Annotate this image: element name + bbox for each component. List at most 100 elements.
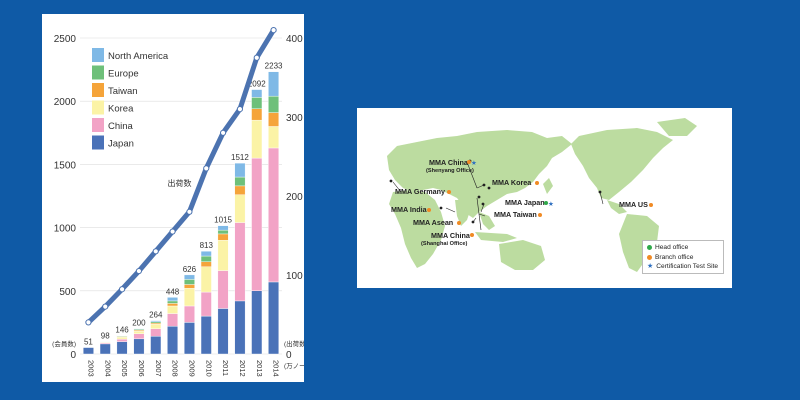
bar-segment-europe (268, 95, 280, 113)
bar-segment-china (150, 328, 162, 337)
x-tick-label: 2003 (86, 360, 95, 377)
bar-segment-china (167, 313, 179, 327)
bar-segment-japan (167, 325, 179, 355)
branch-dot-korea (535, 181, 539, 185)
bar-segment-north-america (167, 297, 179, 302)
legend-head-office: Head office (647, 243, 719, 253)
legend-label: North America (108, 51, 169, 62)
shipments-point (152, 248, 159, 255)
right-axis-unit: (万ノード) (284, 362, 304, 370)
bar-total-label: 2092 (248, 80, 266, 89)
branch-dot-germany (447, 190, 451, 194)
bar-segment-korea (251, 119, 263, 159)
bar-total-label: 626 (183, 265, 197, 274)
legend-swatch-japan (92, 135, 104, 150)
greenland-landmass (657, 118, 697, 136)
cert-star-shenyang: ★ (471, 160, 477, 167)
india-landmass (455, 200, 471, 226)
office-label-us: MMA US (619, 200, 648, 209)
branch-dot-asean (457, 221, 461, 225)
bar-segment-north-america (183, 274, 195, 280)
head-dot-japan (544, 201, 548, 205)
right-axis-label: (出荷数) (284, 339, 304, 348)
bar-segment-north-america (217, 225, 229, 231)
bar-segment-china (133, 333, 145, 340)
branch-dot-us (649, 203, 653, 207)
right-tick-label: 200 (286, 192, 303, 203)
legend-label: Korea (108, 104, 134, 115)
legend-swatch-taiwan (92, 83, 104, 97)
shipments-point (135, 267, 143, 275)
bar-total-label: 1512 (231, 153, 249, 162)
bar-total-label: 264 (149, 311, 163, 320)
office-label-korea: MMA Korea (492, 178, 532, 187)
bar-segment-japan (133, 338, 145, 355)
right-tick-label: 100 (286, 271, 303, 282)
map-legend: Head office Branch office ★ Certificatio… (642, 240, 724, 274)
legend-label: Europe (108, 69, 139, 80)
legend-swatch-korea (92, 100, 104, 115)
legend-label: China (108, 121, 134, 132)
europe-asia-landmass (387, 130, 572, 218)
legend-swatch-china (92, 118, 104, 132)
bar-total-label: 1015 (214, 216, 232, 225)
membership-chart-panel: 0 500 1000 1500 2000 2500 0 100 200 300 400 (会員数) (出… (42, 14, 304, 382)
legend-branch-office: Branch office (647, 253, 719, 263)
left-tick-label: 1000 (54, 224, 77, 235)
office-sublabel-shanghai: (Shanghai Office) (421, 241, 467, 247)
legend-swatch-north-america (92, 48, 104, 62)
japan-landmass (543, 178, 553, 194)
indonesia-landmass (475, 232, 517, 242)
shipments-point (118, 286, 126, 293)
bar-segment-europe (234, 176, 246, 187)
branch-dot-taiwan (538, 213, 542, 217)
right-tick-label: 400 (286, 34, 303, 45)
bar-segment-korea (200, 266, 212, 293)
shipments-point (219, 129, 227, 136)
shipments-point (236, 106, 244, 113)
bar-segment-north-america (234, 162, 246, 178)
bar-total-label: 200 (132, 319, 146, 328)
legend-cert-site: ★ Certification Test Site (647, 263, 719, 271)
bar-segment-taiwan (234, 185, 246, 195)
x-tick-label: 2012 (238, 360, 247, 377)
x-tick-label: 2007 (154, 360, 163, 377)
left-tick-label: 500 (59, 287, 76, 298)
shipments-point (85, 319, 92, 326)
bar-total-label: 146 (115, 326, 129, 335)
shipments-line-label: 出荷数 (168, 178, 192, 188)
bar-segment-taiwan (167, 303, 179, 307)
legend-label: Japan (108, 139, 134, 150)
bar-total-label: 448 (166, 287, 180, 296)
x-tick-label: 2014 (272, 360, 281, 377)
right-tick-label: 0 (286, 350, 292, 361)
bar-segment-north-america (268, 71, 280, 97)
shipments-point (270, 27, 277, 34)
bar-segment-korea (167, 305, 179, 314)
bar-segment-north-america (150, 320, 162, 322)
legend-swatch-europe (92, 65, 104, 80)
bar-segment-taiwan (200, 261, 212, 267)
bar-total-label: 51 (84, 338, 93, 347)
office-label-china-shanghai: MMA China (431, 231, 471, 240)
office-label-taiwan: MMA Taiwan (494, 210, 537, 219)
left-tick-label: 1500 (54, 160, 77, 171)
bar-segment-korea (217, 240, 229, 271)
office-labels: MMA China (Shenyang Office) ★ MMA German… (391, 158, 653, 247)
australia-landmass (499, 240, 545, 270)
office-label-germany: MMA Germany (395, 187, 445, 196)
left-tick-label: 2000 (54, 97, 77, 108)
bar-segment-japan (268, 281, 280, 355)
left-tick-label: 0 (70, 350, 76, 361)
bar-segment-europe (183, 279, 195, 285)
africa-landmass (389, 190, 445, 268)
bar-segment-korea (234, 194, 246, 223)
continents (387, 118, 697, 272)
bar-segment-china (116, 338, 128, 342)
bar-segment-korea (183, 288, 195, 307)
shipments-line (85, 27, 277, 325)
bar-segment-korea (133, 331, 145, 334)
bar-segment-china (268, 147, 280, 283)
bar-segment-japan (99, 343, 111, 355)
branch-office-dot-icon (647, 254, 652, 260)
